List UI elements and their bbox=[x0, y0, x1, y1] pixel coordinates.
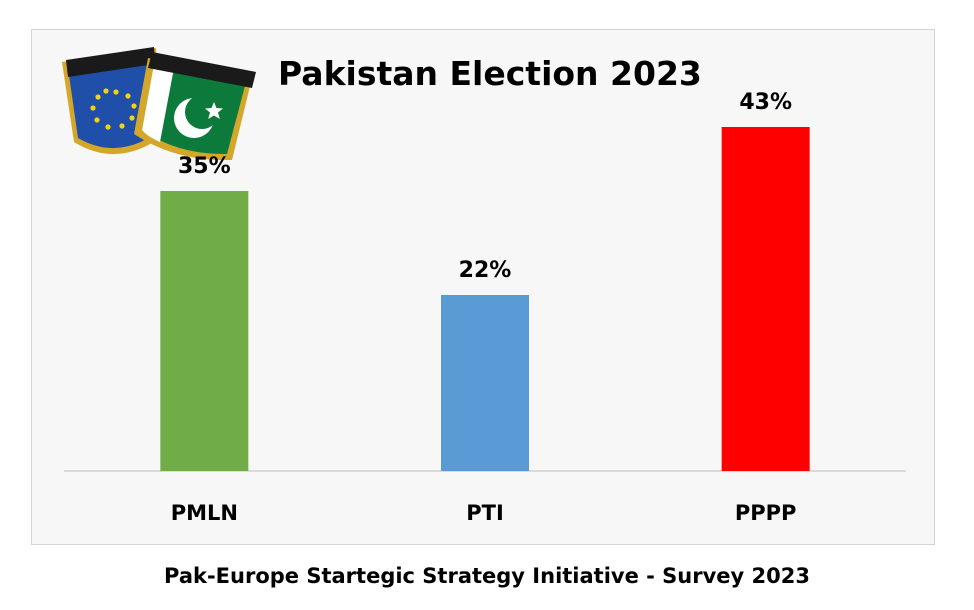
chart-title: Pakistan Election 2023 bbox=[278, 54, 702, 93]
data-label-pmln: 35% bbox=[178, 154, 231, 179]
eu-stars-icon bbox=[90, 88, 137, 130]
survey-caption: Pak-Europe Startegic Strategy Initiative… bbox=[164, 564, 810, 588]
bar-pti bbox=[441, 295, 529, 471]
pakistan-badge: PAKISTAN bbox=[134, 52, 256, 160]
x-tick-label-pppp: PPPP bbox=[735, 501, 797, 525]
x-tick-label-pti: PTI bbox=[466, 501, 504, 525]
europe-pakistan-badges-logo: EUROPE PAKISTAN bbox=[62, 47, 256, 160]
bar-pppp bbox=[721, 127, 810, 471]
chart-panel: EUROPE PAKISTAN Pakistan Election 2023 3… bbox=[31, 29, 935, 545]
data-label-pppp: 43% bbox=[739, 90, 792, 115]
bar-pmln bbox=[160, 191, 249, 471]
data-label-pti: 22% bbox=[459, 258, 512, 283]
crescent-star-icon bbox=[174, 95, 223, 138]
x-tick-label-pmln: PMLN bbox=[171, 501, 238, 525]
bar-chart-plot: 35% PMLN 22% PTI 43% PPPP bbox=[64, 90, 906, 525]
europe-badge: EUROPE bbox=[62, 47, 160, 155]
